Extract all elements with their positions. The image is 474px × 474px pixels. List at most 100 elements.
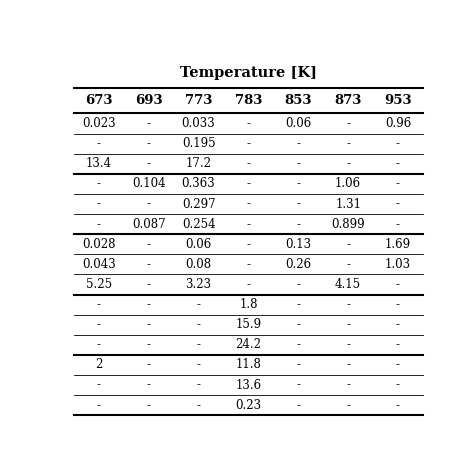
Text: -: - [396,177,400,191]
Text: -: - [147,399,151,412]
Text: -: - [346,238,350,251]
Text: -: - [296,137,301,150]
Text: -: - [147,298,151,311]
Text: -: - [396,298,400,311]
Text: Temperature [K]: Temperature [K] [180,66,317,80]
Text: -: - [296,177,301,191]
Text: 0.028: 0.028 [82,238,116,251]
Text: -: - [296,218,301,231]
Text: 0.26: 0.26 [285,258,311,271]
Text: 0.899: 0.899 [331,218,365,231]
Text: -: - [396,379,400,392]
Text: -: - [197,379,201,392]
Text: -: - [396,278,400,291]
Text: -: - [97,218,101,231]
Text: -: - [97,379,101,392]
Text: -: - [147,278,151,291]
Text: -: - [197,358,201,372]
Text: -: - [296,278,301,291]
Text: -: - [246,198,250,210]
Text: 0.06: 0.06 [185,238,212,251]
Text: -: - [246,157,250,170]
Text: -: - [97,177,101,191]
Text: -: - [147,338,151,351]
Text: -: - [197,338,201,351]
Text: 1.06: 1.06 [335,177,361,191]
Text: 673: 673 [85,94,113,107]
Text: -: - [396,399,400,412]
Text: 0.087: 0.087 [132,218,165,231]
Text: -: - [346,318,350,331]
Text: -: - [97,399,101,412]
Text: -: - [296,298,301,311]
Text: 873: 873 [335,94,362,107]
Text: 0.08: 0.08 [185,258,212,271]
Text: -: - [246,177,250,191]
Text: -: - [147,258,151,271]
Text: 0.96: 0.96 [385,117,411,130]
Text: -: - [147,117,151,130]
Text: -: - [396,157,400,170]
Text: 0.023: 0.023 [82,117,116,130]
Text: 783: 783 [235,94,262,107]
Text: 17.2: 17.2 [186,157,211,170]
Text: -: - [396,358,400,372]
Text: 3.23: 3.23 [185,278,212,291]
Text: -: - [246,117,250,130]
Text: 1.69: 1.69 [385,238,411,251]
Text: 693: 693 [135,94,163,107]
Text: 0.297: 0.297 [182,198,215,210]
Text: -: - [346,358,350,372]
Text: 24.2: 24.2 [236,338,262,351]
Text: 0.363: 0.363 [182,177,216,191]
Text: -: - [147,157,151,170]
Text: 1.8: 1.8 [239,298,258,311]
Text: -: - [346,298,350,311]
Text: -: - [97,137,101,150]
Text: -: - [396,218,400,231]
Text: -: - [197,298,201,311]
Text: 0.23: 0.23 [236,399,262,412]
Text: -: - [396,198,400,210]
Text: -: - [147,198,151,210]
Text: 0.06: 0.06 [285,117,311,130]
Text: -: - [396,318,400,331]
Text: 13.4: 13.4 [86,157,112,170]
Text: -: - [246,278,250,291]
Text: -: - [346,399,350,412]
Text: -: - [246,137,250,150]
Text: 953: 953 [384,94,412,107]
Text: -: - [246,238,250,251]
Text: -: - [97,338,101,351]
Text: -: - [147,238,151,251]
Text: -: - [147,137,151,150]
Text: 5.25: 5.25 [86,278,112,291]
Text: 773: 773 [185,94,212,107]
Text: -: - [296,358,301,372]
Text: -: - [97,318,101,331]
Text: -: - [246,218,250,231]
Text: -: - [346,137,350,150]
Text: -: - [396,137,400,150]
Text: 0.043: 0.043 [82,258,116,271]
Text: -: - [346,379,350,392]
Text: -: - [346,258,350,271]
Text: 853: 853 [284,94,312,107]
Text: 1.31: 1.31 [335,198,361,210]
Text: -: - [296,198,301,210]
Text: 0.254: 0.254 [182,218,215,231]
Text: -: - [346,117,350,130]
Text: -: - [296,379,301,392]
Text: 13.6: 13.6 [236,379,262,392]
Text: -: - [396,338,400,351]
Text: -: - [296,157,301,170]
Text: -: - [296,399,301,412]
Text: 11.8: 11.8 [236,358,261,372]
Text: -: - [246,258,250,271]
Text: -: - [346,157,350,170]
Text: 0.13: 0.13 [285,238,311,251]
Text: -: - [296,318,301,331]
Text: -: - [147,358,151,372]
Text: 0.033: 0.033 [182,117,216,130]
Text: -: - [197,399,201,412]
